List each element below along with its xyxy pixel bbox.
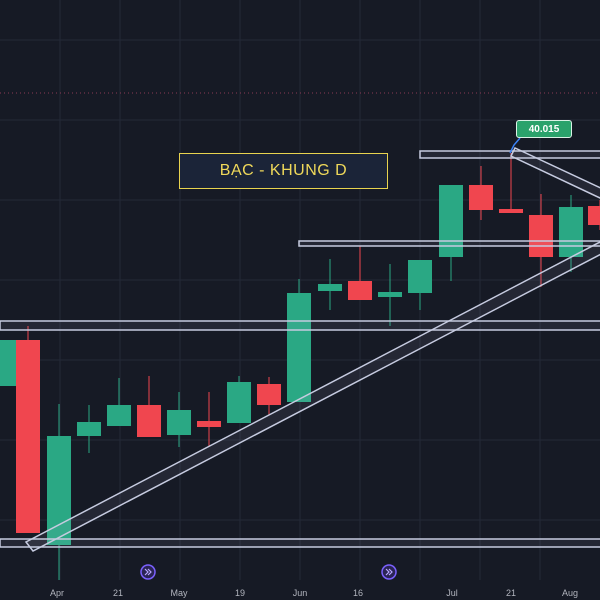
double-chevron-icon [144,568,152,576]
candle-body[interactable] [469,185,493,210]
candle-body[interactable] [0,340,17,386]
chart-title-box: BẠC - KHUNG D [179,153,388,189]
descending-trendline[interactable] [509,147,600,199]
horizontal-level-band[interactable] [419,150,600,159]
candle-body[interactable] [348,281,372,300]
candle-body[interactable] [47,436,71,545]
x-axis-tick-label: Jul [446,588,458,598]
candle-body[interactable] [197,421,221,427]
candle-body[interactable] [137,405,161,437]
x-axis-tick-label: 21 [506,588,516,598]
ascending-trendline[interactable] [24,241,600,552]
candle-body[interactable] [287,293,311,402]
x-axis-tick-label: 21 [113,588,123,598]
candle-body[interactable] [227,382,251,423]
candle-body[interactable] [77,422,101,436]
candle-body[interactable] [16,340,40,533]
candle-body[interactable] [107,405,131,426]
candle-body[interactable] [529,215,553,257]
x-axis-tick-label: Jun [293,588,308,598]
candle-body[interactable] [439,185,463,257]
x-axis-tick-label: Aug [562,588,578,598]
price-label-badge: 40.015 [516,120,572,138]
x-axis-tick-label: May [170,588,188,598]
candle-body[interactable] [378,292,402,297]
x-axis-tick-label: Apr [50,588,64,598]
candle-body[interactable] [408,260,432,293]
horizontal-level-band[interactable] [0,320,600,331]
candle-body[interactable] [318,284,342,291]
candle-body[interactable] [167,410,191,435]
price-pointer-line [509,137,521,154]
candle-body[interactable] [499,209,523,213]
candle-body[interactable] [559,207,583,257]
x-axis-tick-label: 19 [235,588,245,598]
price-label-value: 40.015 [528,123,560,135]
candle-body[interactable] [588,206,600,225]
candle-body[interactable] [257,384,281,405]
horizontal-level-band[interactable] [298,240,600,247]
horizontal-level-band[interactable] [0,538,600,548]
x-axis-tick-label: 16 [353,588,363,598]
chart-title: BẠC - KHUNG D [219,162,348,179]
double-chevron-icon [385,568,393,576]
